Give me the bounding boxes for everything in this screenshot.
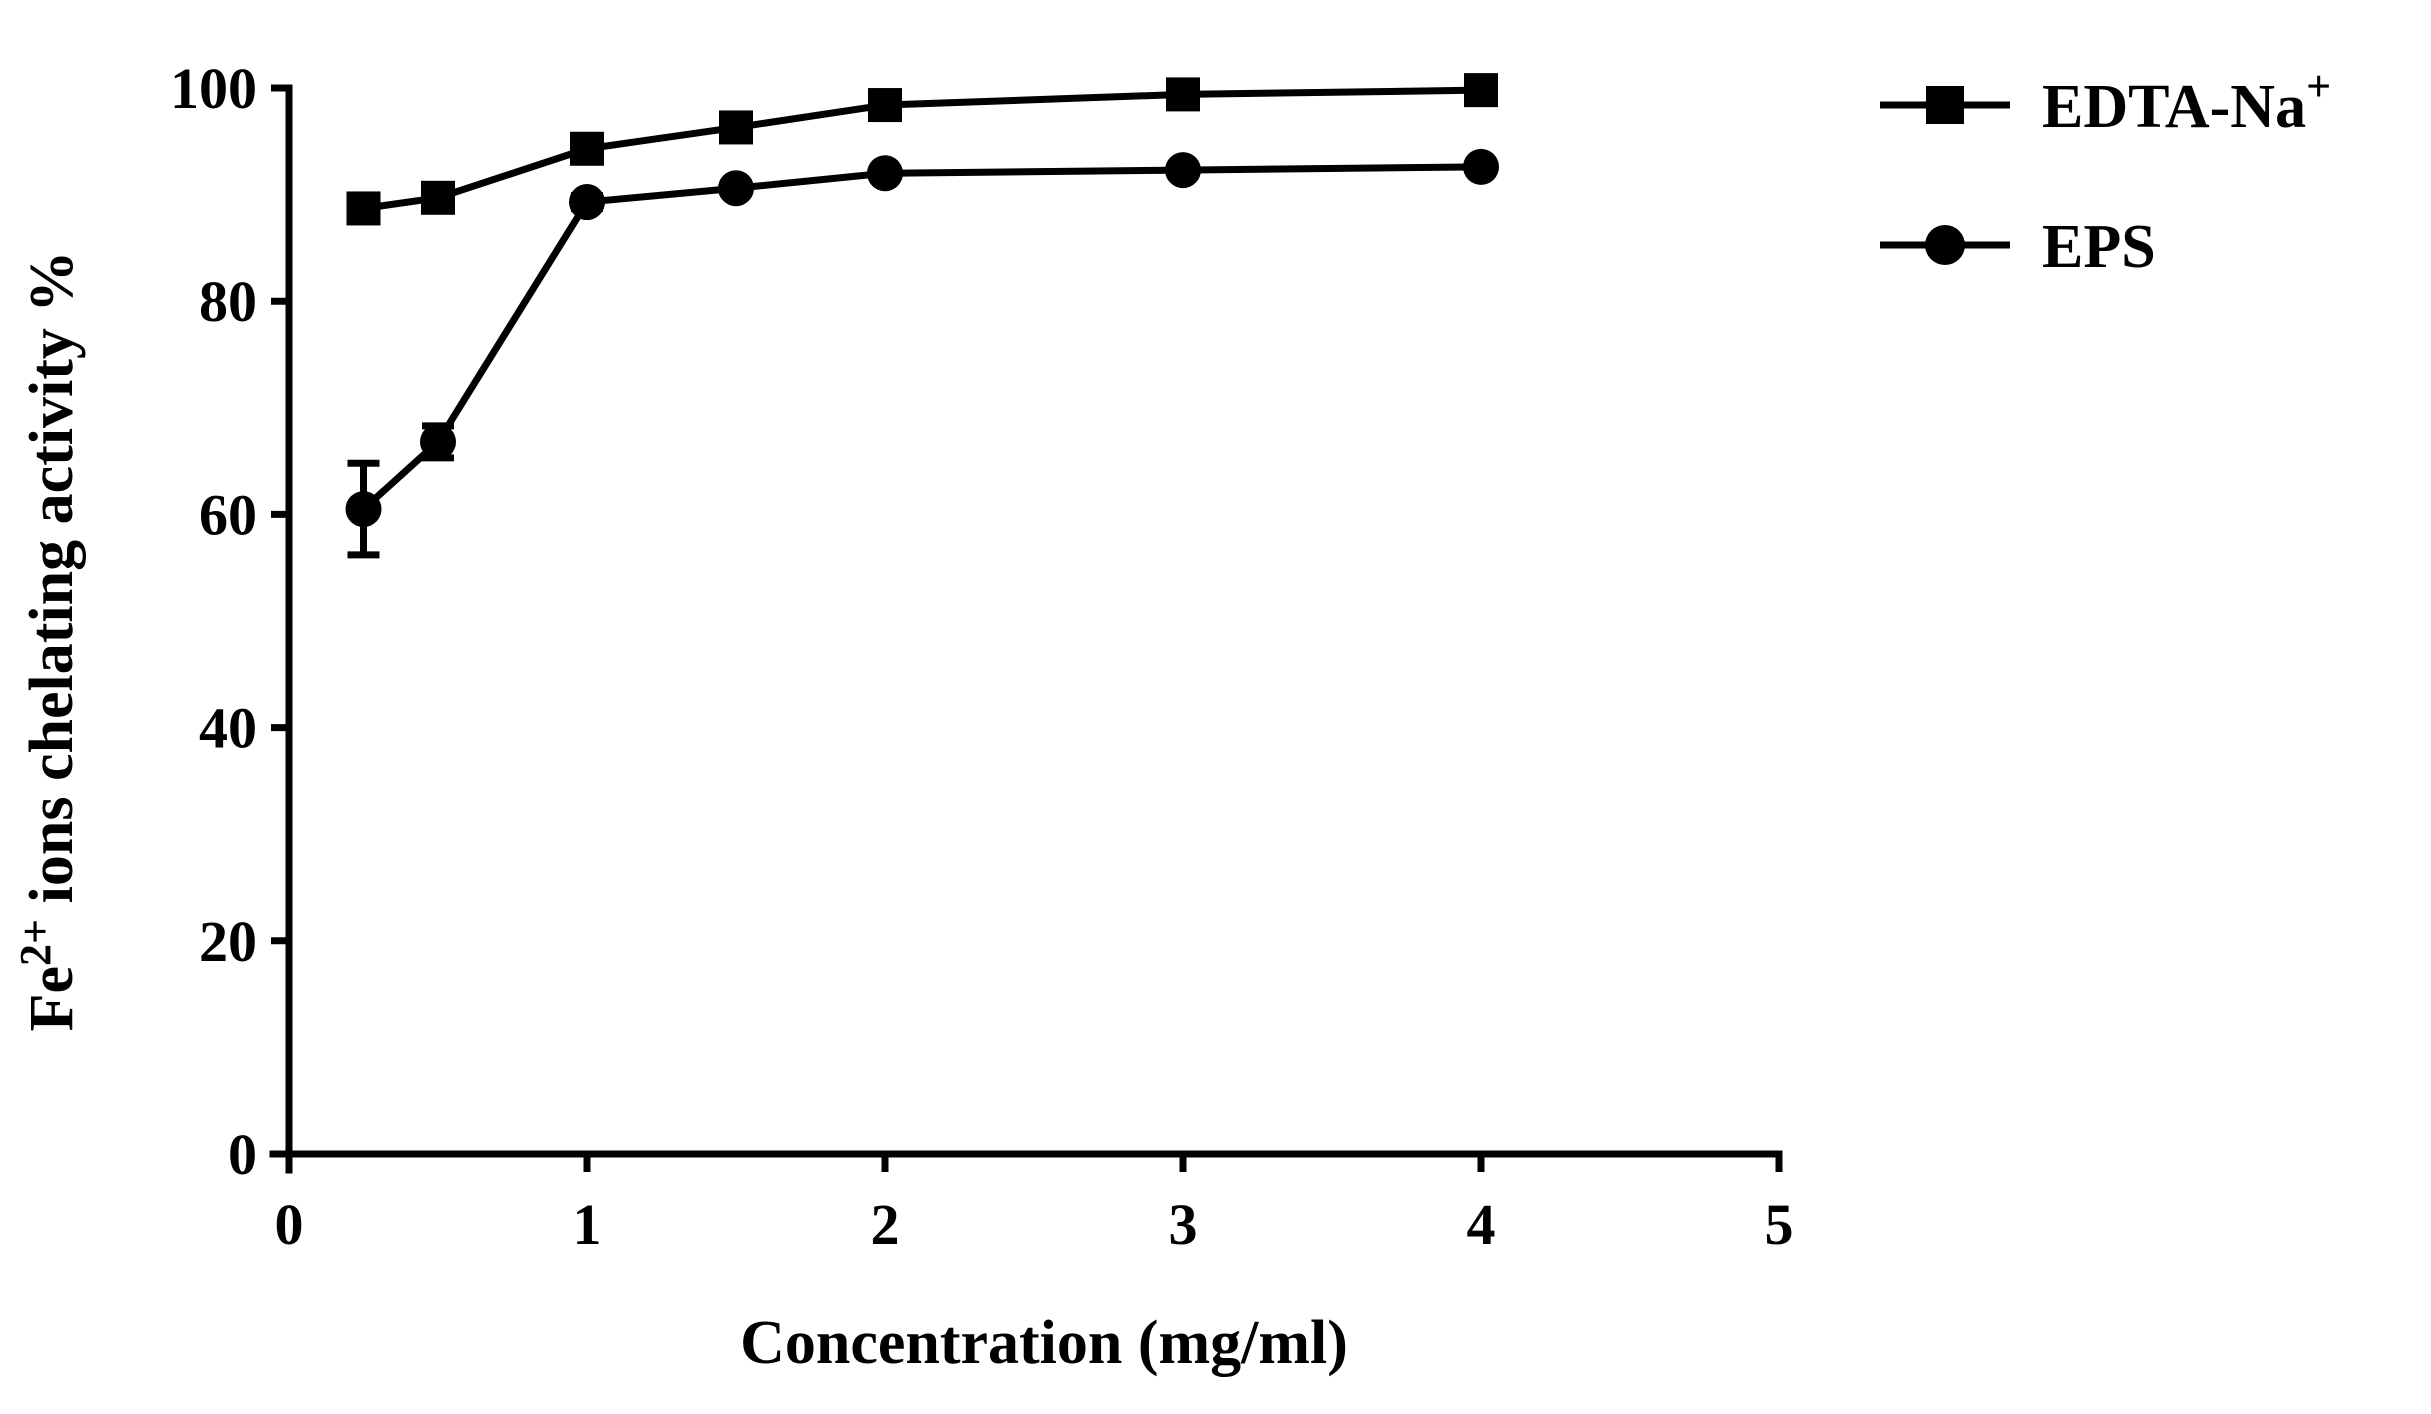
x-tick-label: 5 bbox=[1765, 1192, 1794, 1257]
series-line bbox=[361, 163, 1482, 512]
x-tick-label: 4 bbox=[1467, 1192, 1496, 1257]
data-point bbox=[569, 184, 605, 221]
x-axis-title: Concentration (mg/ml) bbox=[740, 1309, 1348, 1377]
data-point bbox=[719, 110, 753, 145]
series-eps bbox=[345, 148, 1499, 559]
y-tick-label: 100 bbox=[170, 56, 257, 121]
data-point bbox=[868, 88, 902, 123]
legend-label: EPS bbox=[2042, 213, 2156, 281]
data-point bbox=[421, 180, 455, 215]
axes: 0 20 40 60 80 100 0 1 2 3 4 5 Concentration (mg/ml) F… bbox=[11, 56, 1794, 1377]
legend-entry: EDTA-Na+ bbox=[1880, 62, 2331, 141]
y-tick-label: 60 bbox=[199, 482, 257, 547]
x-tick-label: 1 bbox=[573, 1192, 602, 1257]
series-line bbox=[363, 86, 1482, 212]
legend-marker bbox=[1925, 225, 1965, 265]
legend-entry: EPS bbox=[1880, 213, 2156, 281]
data-point bbox=[718, 170, 754, 207]
data-point bbox=[867, 155, 903, 192]
legend-marker bbox=[1926, 86, 1964, 124]
x-tick-label: 2 bbox=[871, 1192, 900, 1257]
y-tick-label: 0 bbox=[228, 1122, 257, 1187]
y-tick-label: 80 bbox=[199, 269, 257, 334]
data-point bbox=[1166, 77, 1200, 112]
data-point bbox=[345, 491, 382, 528]
data-point bbox=[1165, 152, 1201, 189]
x-tick-label: 0 bbox=[275, 1192, 304, 1257]
data-point bbox=[1464, 73, 1498, 108]
plot-area bbox=[345, 73, 1499, 559]
data-point bbox=[570, 131, 604, 166]
legend: EDTA-Na+ EPS bbox=[1880, 62, 2331, 281]
x-tick-label: 3 bbox=[1169, 1192, 1198, 1257]
data-point bbox=[420, 423, 456, 460]
legend-label: EDTA-Na+ bbox=[2042, 62, 2331, 141]
y-tick-label: 40 bbox=[199, 696, 257, 761]
series-edta-na bbox=[346, 73, 1498, 226]
y-tick-label: 20 bbox=[199, 909, 257, 974]
y-axis-title: Fe2+ ions chelating activity % bbox=[11, 251, 86, 1032]
data-point bbox=[1463, 148, 1499, 185]
data-point bbox=[346, 191, 381, 226]
